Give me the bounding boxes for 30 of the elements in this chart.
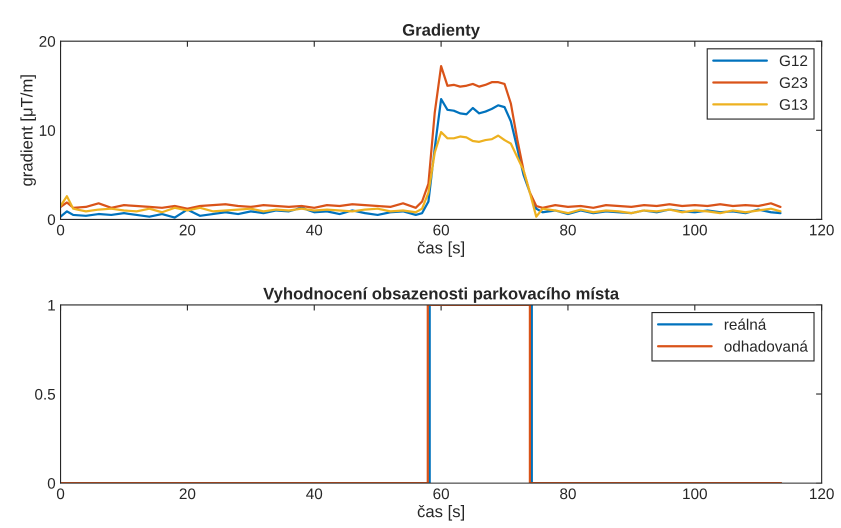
x-axis-title: čas [s] [418, 241, 464, 257]
x-tick-label: 20 [180, 488, 196, 500]
x-tick-label: 100 [683, 224, 707, 236]
chart-title: Gradienty [402, 24, 480, 40]
legend-label: odhadovaná [724, 340, 808, 352]
legend-label: reálná [724, 318, 766, 330]
y-axis-title: gradient [μT/m] [20, 75, 36, 186]
x-tick-label: 80 [560, 224, 576, 236]
x-tick-label: 80 [560, 488, 576, 500]
x-tick-label: 100 [683, 488, 707, 500]
x-tick-label: 0 [56, 488, 64, 500]
legend-label: G23 [780, 77, 808, 88]
y-tick-label: 1 [48, 300, 55, 310]
x-tick-label: 40 [306, 488, 322, 500]
x-axis-title: čas [s] [418, 505, 464, 521]
x-tick-label: 120 [810, 488, 834, 500]
y-tick-label: 0.5 [35, 388, 56, 400]
y-tick-label: 0 [48, 214, 56, 226]
x-tick-label: 40 [306, 224, 322, 236]
legend-label: G13 [780, 99, 808, 110]
x-tick-label: 0 [56, 224, 64, 236]
y-tick-label: 10 [40, 125, 56, 136]
y-tick-label: 0 [48, 478, 56, 489]
y-tick-label: 20 [39, 36, 56, 47]
x-tick-label: 60 [433, 488, 450, 500]
x-tick-label: 60 [433, 224, 450, 236]
x-tick-label: 20 [180, 224, 196, 236]
legend-label: G12 [780, 55, 808, 66]
chart-title: Vyhodnocení obsazenosti parkovacího místa [263, 287, 620, 303]
x-tick-label: 120 [810, 224, 834, 236]
